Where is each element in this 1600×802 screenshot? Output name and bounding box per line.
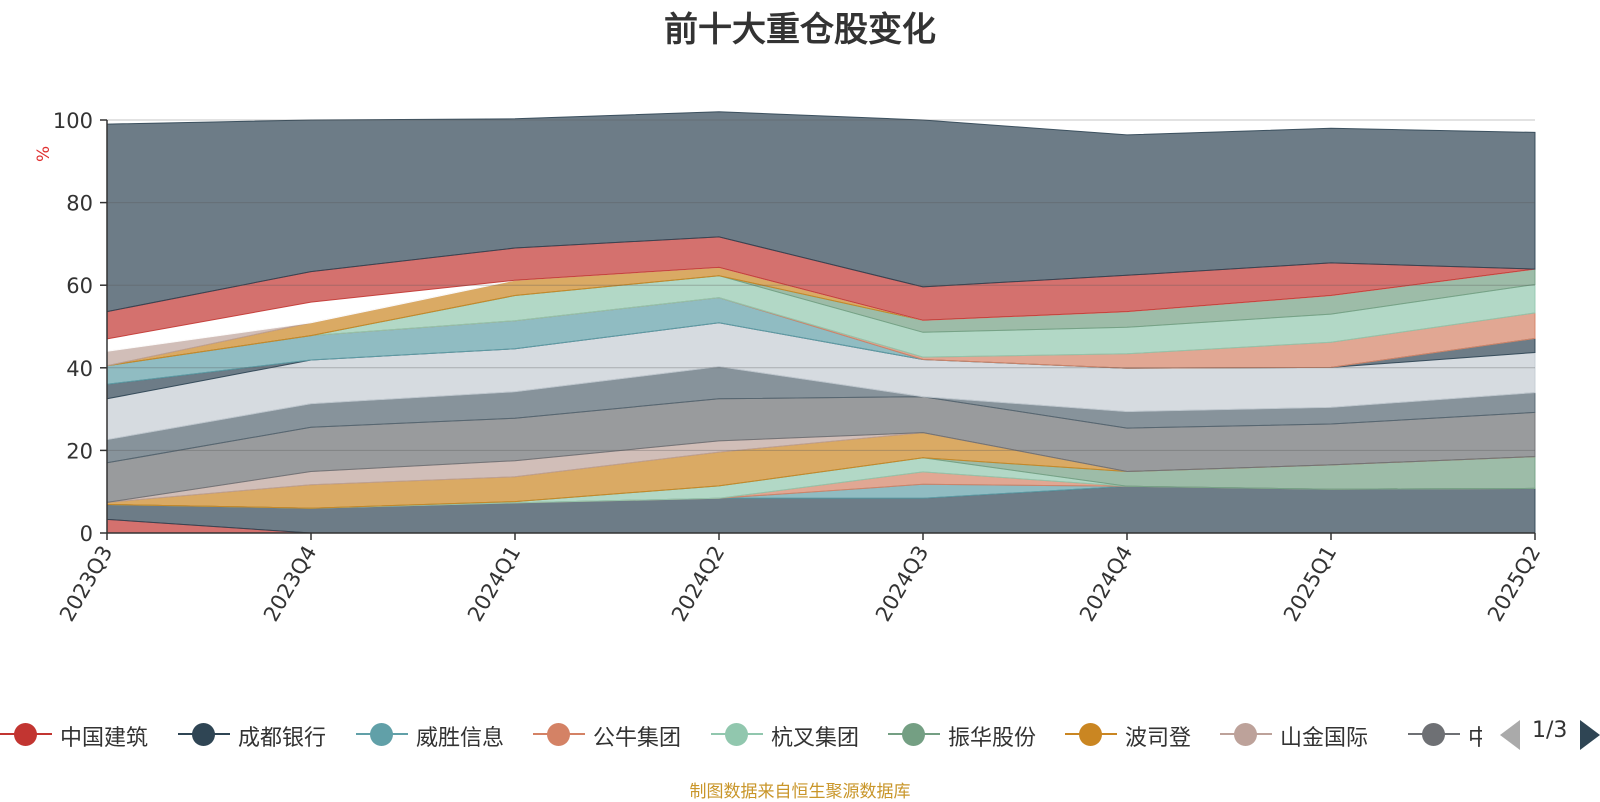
x-tick-label: 2023Q4 bbox=[259, 542, 321, 626]
legend: 中国建筑 成都银行 威胜信息 公牛集团 杭叉集团 振华股份 波司登 山金国际 中国平安 bbox=[0, 716, 1482, 756]
legend-prev-page-icon[interactable] bbox=[1500, 720, 1520, 750]
legend-pager: 1/3 bbox=[1500, 718, 1600, 754]
legend-label: 杭叉集团 bbox=[771, 726, 860, 751]
x-tick-label: 2024Q2 bbox=[667, 542, 729, 626]
legend-dot-icon bbox=[370, 723, 393, 746]
legend-label: 成都银行 bbox=[238, 726, 327, 751]
legend-label: 中国建筑 bbox=[60, 726, 149, 751]
legend-dot-icon bbox=[1079, 723, 1102, 746]
y-tick-label: 0 bbox=[80, 522, 93, 546]
legend-label: 山金国际 bbox=[1280, 726, 1369, 751]
stacked-area-chart: 0 20 40 60 80 100 2023Q3 2023Q4 2024Q1 2024Q2 2024… bbox=[34, 109, 1545, 626]
legend-label: 振华股份 bbox=[948, 726, 1037, 751]
legend-page-indicator: 1/3 bbox=[1532, 718, 1568, 743]
legend-dot-icon bbox=[1422, 723, 1445, 746]
legend-label: 波司登 bbox=[1125, 726, 1192, 751]
y-tick-label: 100 bbox=[53, 109, 93, 133]
source-note: 制图数据来自恒生聚源数据库 bbox=[689, 782, 911, 802]
grid-lines bbox=[107, 119, 1535, 451]
legend-label: 威胜信息 bbox=[416, 726, 505, 751]
legend-next-page-icon[interactable] bbox=[1580, 720, 1600, 750]
y-tick-label: 20 bbox=[66, 439, 93, 463]
legend-dot-icon bbox=[14, 723, 37, 746]
legend-dot-icon bbox=[725, 723, 748, 746]
y-tick-label: 60 bbox=[66, 274, 93, 298]
y-axis-label: % bbox=[34, 146, 54, 162]
series-area-20[interactable] bbox=[106, 111, 1536, 313]
x-tick-label: 2024Q3 bbox=[871, 542, 933, 626]
legend-dot-icon bbox=[192, 723, 215, 746]
x-tick-label: 2024Q4 bbox=[1075, 542, 1137, 626]
legend-dot-icon bbox=[1234, 723, 1257, 746]
legend-label: 中国平安 bbox=[1468, 726, 1482, 751]
legend-label: 公牛集团 bbox=[593, 726, 682, 751]
x-tick-label: 2024Q1 bbox=[463, 542, 525, 626]
x-tick-label: 2025Q1 bbox=[1279, 542, 1341, 626]
chart-title: 前十大重仓股变化 bbox=[664, 10, 936, 50]
series-areas bbox=[106, 111, 1536, 534]
y-tick-label: 80 bbox=[66, 192, 93, 216]
x-tick-label: 2023Q3 bbox=[55, 542, 117, 626]
x-tick-label: 2025Q2 bbox=[1483, 542, 1545, 626]
y-tick-label: 40 bbox=[66, 357, 93, 381]
legend-dot-icon bbox=[547, 723, 570, 746]
legend-dot-icon bbox=[902, 723, 925, 746]
